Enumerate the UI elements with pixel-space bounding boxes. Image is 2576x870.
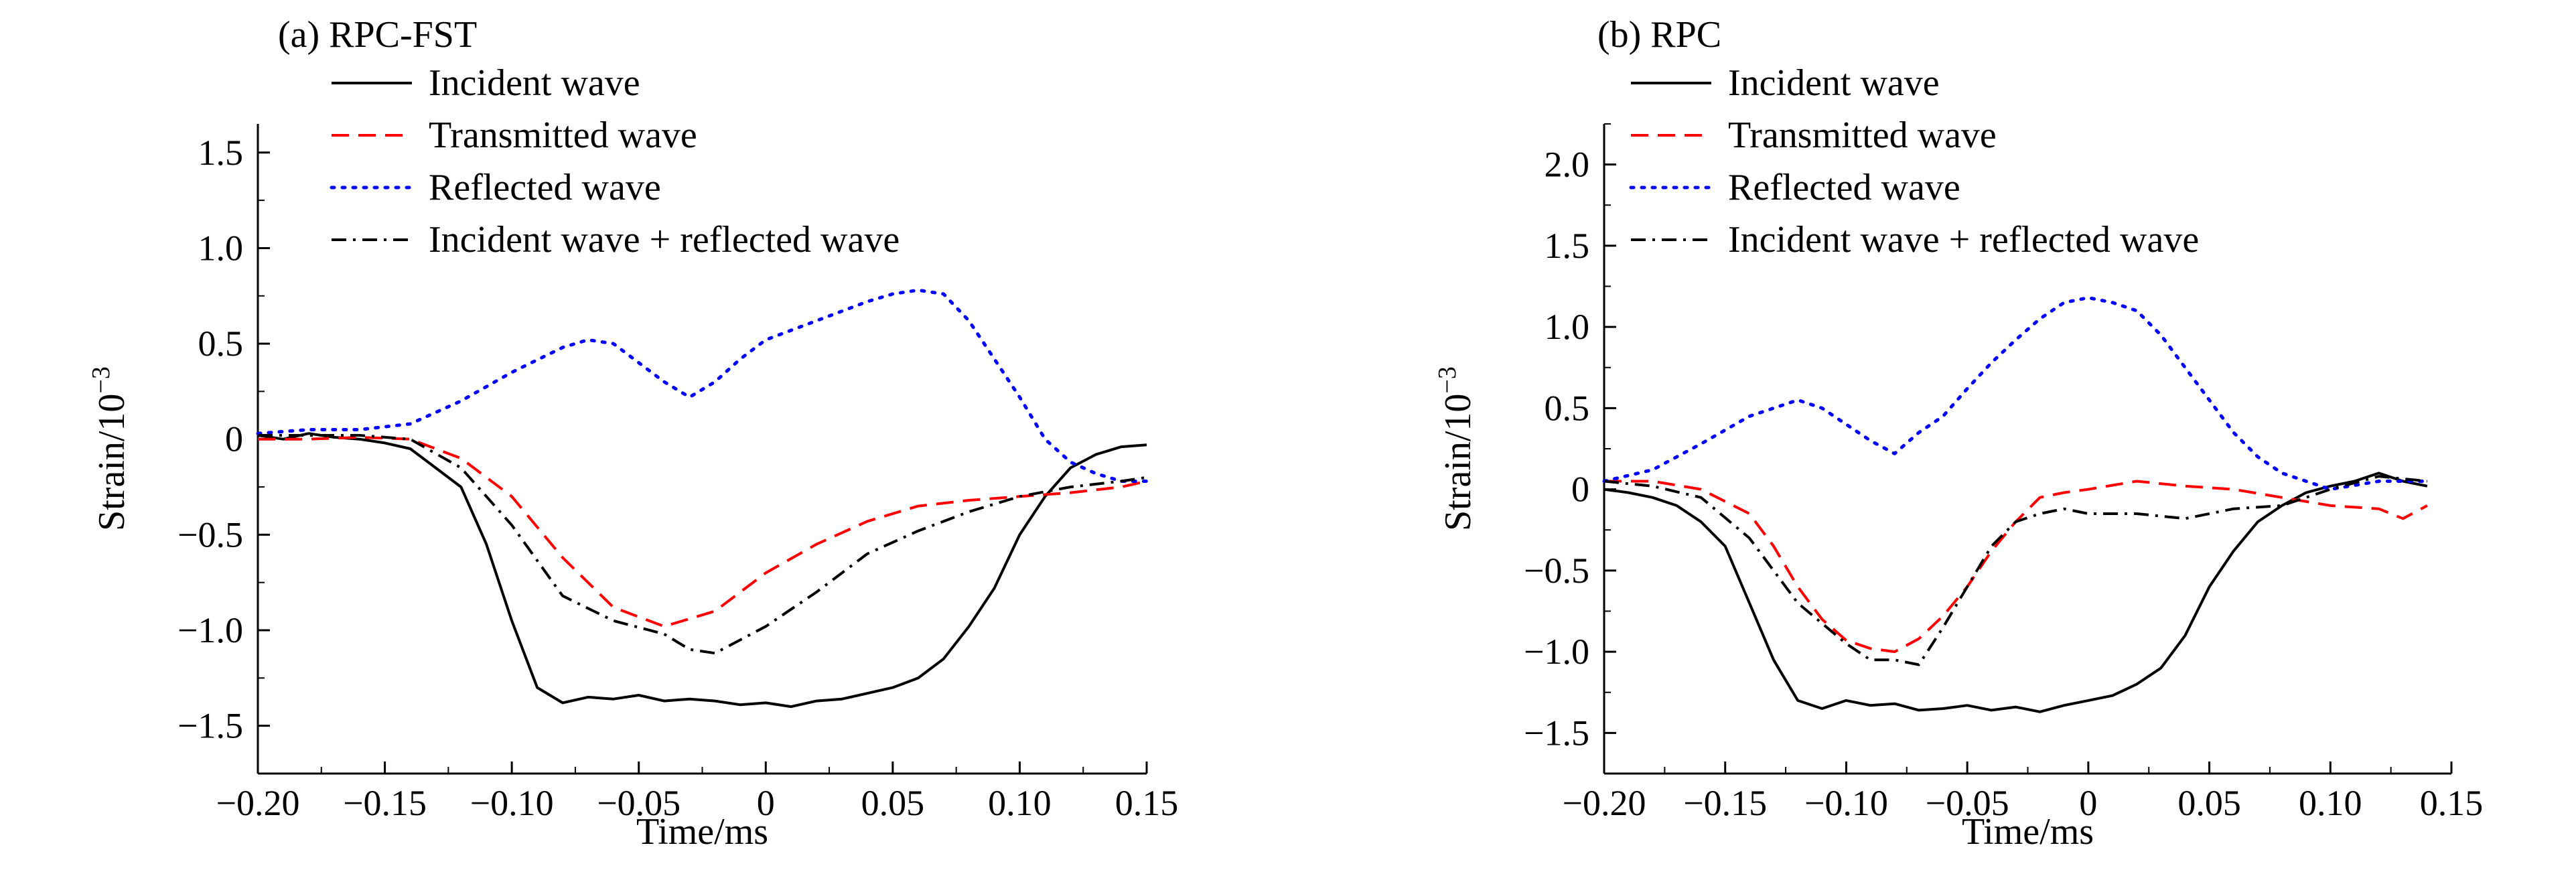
y-tick-label: 0 bbox=[1571, 469, 1589, 510]
x-tick-label: 0.15 bbox=[1115, 783, 1179, 823]
legend-label: Incident wave bbox=[1728, 62, 1940, 104]
y-tick-label: 0 bbox=[225, 419, 243, 459]
y-tick-label: 0.5 bbox=[1545, 388, 1590, 428]
x-axis-title: Time/ms bbox=[636, 811, 768, 853]
x-tick-label: 0 bbox=[2079, 783, 2097, 823]
y-axis-title: Strain/10−3 bbox=[1433, 366, 1479, 531]
panel-title: (b) RPC bbox=[1597, 14, 1721, 56]
y-tick-label: −1.5 bbox=[1524, 713, 1589, 753]
x-tick-label: 0.10 bbox=[988, 783, 1052, 823]
x-tick-label: −0.15 bbox=[343, 783, 427, 823]
panel-b: (b) RPC −0.20 −0.15 −0.10 −0.05 0 0.05 0.10 0.1… bbox=[1433, 14, 2483, 853]
x-tick-label: −0.05 bbox=[597, 783, 681, 823]
x-tick-label: 0 bbox=[757, 783, 775, 823]
x-tick-label: −0.10 bbox=[470, 783, 554, 823]
y-tick-label: 1.5 bbox=[198, 133, 244, 173]
y-tick-label: −1.0 bbox=[177, 610, 243, 650]
series-line-dashed bbox=[1604, 480, 2428, 654]
x-tick-label: 0.10 bbox=[2299, 783, 2362, 823]
y-tick-label: 0.5 bbox=[198, 323, 244, 364]
y-axis-title-text: Strain/10 bbox=[91, 394, 133, 531]
legend-label: Reflected wave bbox=[1728, 167, 1960, 208]
y-tick-label: −1.5 bbox=[177, 706, 243, 746]
y-axis-title-exponent: −3 bbox=[87, 366, 115, 393]
y-tick-label: 2.0 bbox=[1545, 145, 1590, 185]
x-tick-label: −0.15 bbox=[1683, 783, 1767, 823]
panel-a: (a) RPC-FST −0.20 −0.15 −0.10 −0.05 0 0.05 0.1… bbox=[87, 14, 1178, 853]
series-line-dotted bbox=[256, 288, 1149, 483]
y-tick-label: 1.0 bbox=[198, 228, 244, 268]
legend-label: Incident wave + reflected wave bbox=[429, 219, 900, 261]
series-line-dashed bbox=[258, 435, 1147, 628]
x-tick-label: −0.10 bbox=[1804, 783, 1888, 823]
y-axis-title-exponent: −3 bbox=[1433, 366, 1461, 393]
x-tick-label: 0.15 bbox=[2420, 783, 2484, 823]
y-tick-label: −0.5 bbox=[1524, 551, 1589, 591]
series-line-dotted bbox=[1602, 296, 2429, 492]
y-tick-label: −0.5 bbox=[177, 514, 243, 555]
y-tick-label: 1.0 bbox=[1545, 307, 1590, 347]
x-tick-label: −0.20 bbox=[216, 783, 300, 823]
legend-label: Reflected wave bbox=[429, 167, 661, 208]
y-axis-title-text: Strain/10 bbox=[1437, 394, 1479, 531]
x-tick-label: 0.05 bbox=[2177, 783, 2241, 823]
legend-label: Incident wave + reflected wave bbox=[1728, 219, 2199, 261]
legend-label: Transmitted wave bbox=[429, 115, 697, 156]
y-tick-label: −1.0 bbox=[1524, 632, 1589, 672]
series-line-solid bbox=[257, 432, 1147, 709]
x-tick-label: 0.05 bbox=[861, 783, 925, 823]
x-tick-label: −0.05 bbox=[1926, 783, 2009, 823]
legend-label: Transmitted wave bbox=[1728, 115, 1997, 156]
y-tick-label: 1.5 bbox=[1545, 226, 1590, 266]
y-axis-title: Strain/10−3 bbox=[87, 366, 133, 531]
series-line-solid bbox=[1603, 472, 2428, 713]
panel-title: (a) RPC-FST bbox=[278, 14, 477, 56]
series-line-dashdot bbox=[258, 434, 1147, 655]
series-line-dashdot bbox=[1603, 475, 2428, 666]
x-tick-label: −0.20 bbox=[1563, 783, 1646, 823]
x-axis-title: Time/ms bbox=[1962, 811, 2094, 853]
legend-label: Incident wave bbox=[429, 62, 640, 104]
